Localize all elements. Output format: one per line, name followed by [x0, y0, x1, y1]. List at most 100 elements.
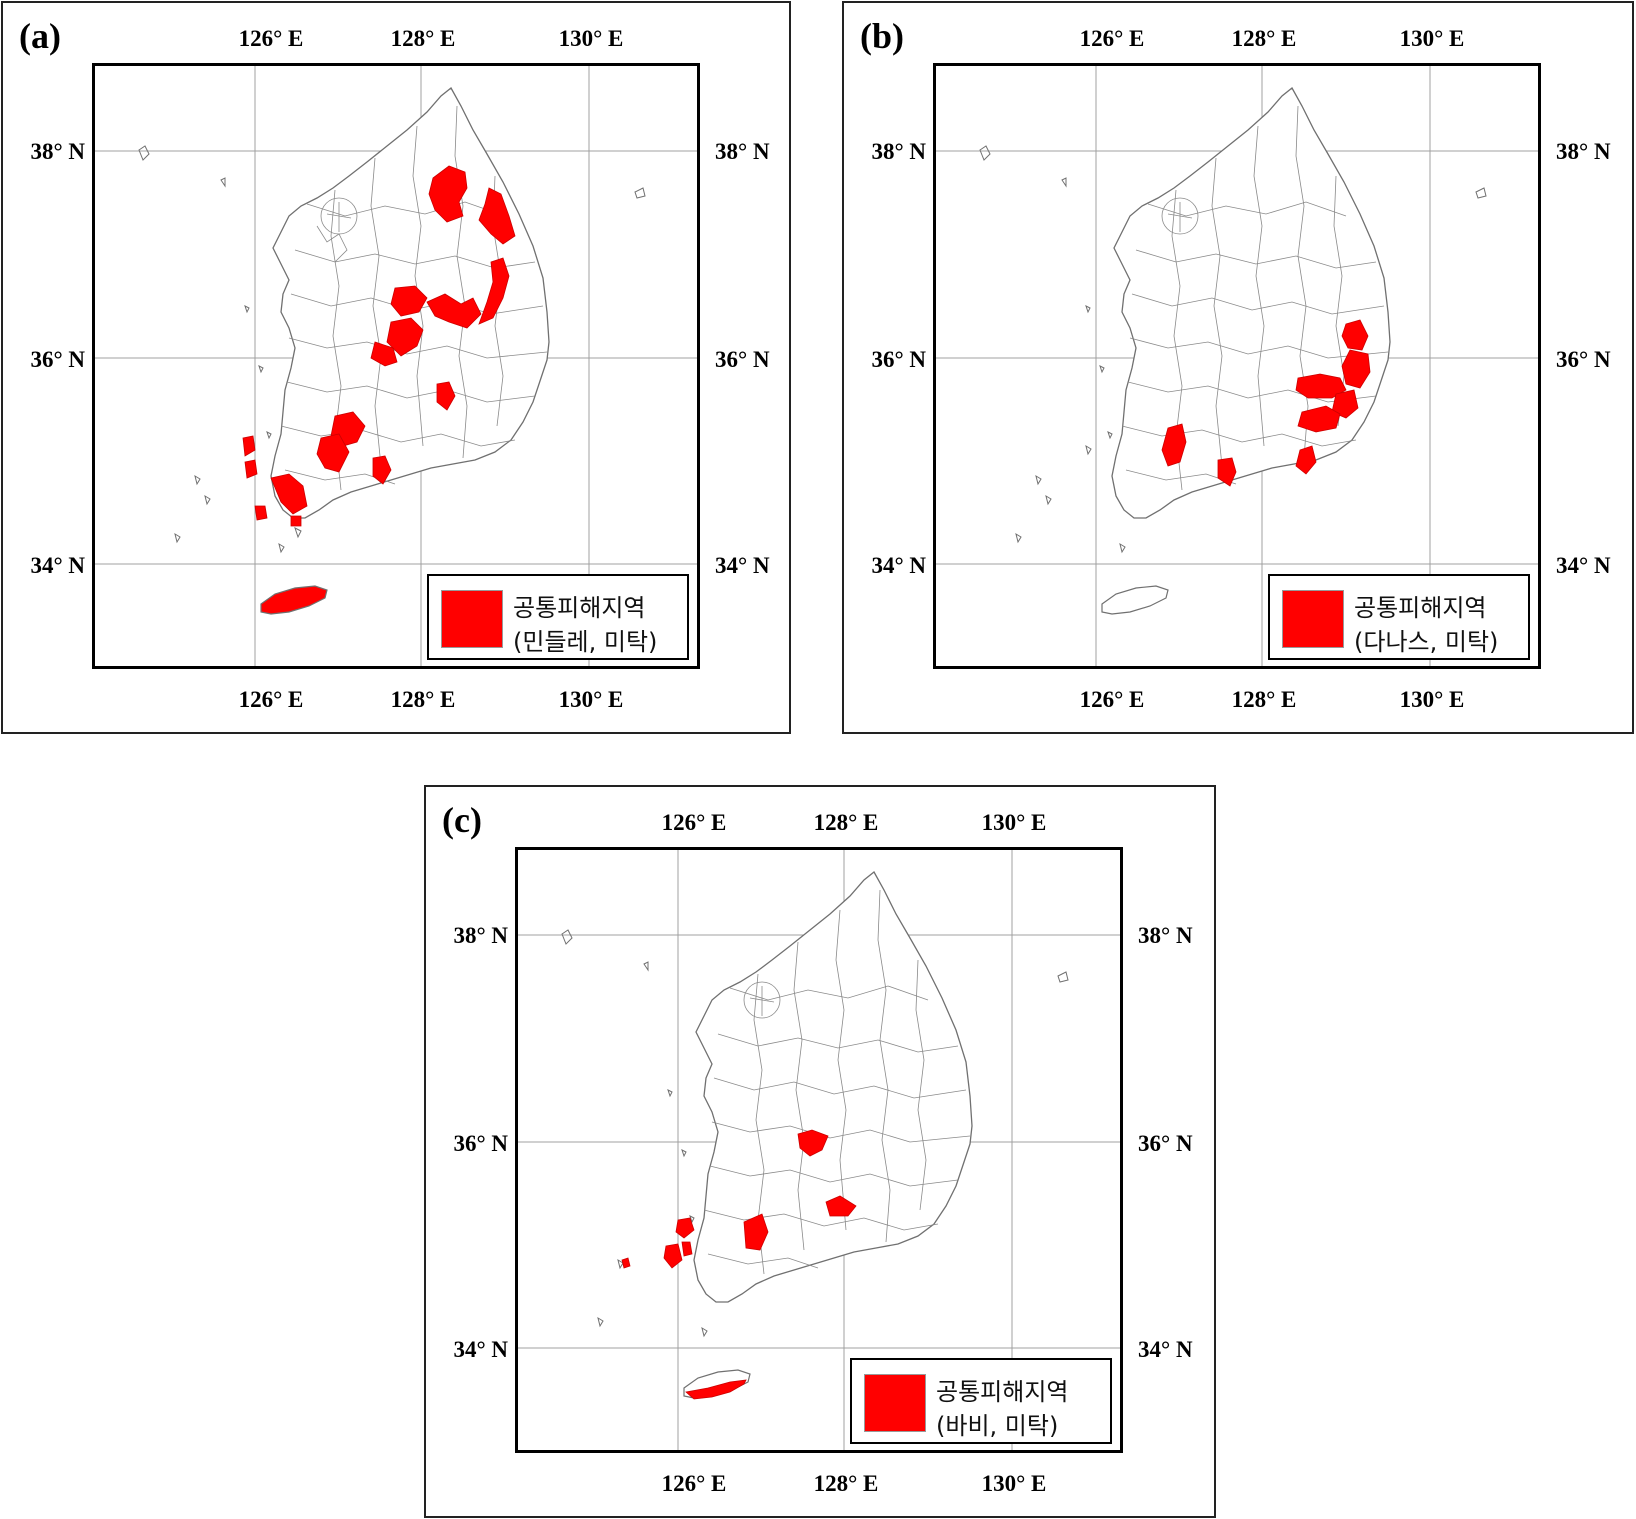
- lon-label-top-128: 128° E: [1231, 26, 1297, 51]
- lat-label-left-38: 38° N: [871, 139, 926, 164]
- coastal-islands: [138, 145, 646, 554]
- region-se-5: [1297, 405, 1341, 433]
- region-se-1: [1341, 319, 1369, 351]
- region-se-4: [1331, 389, 1359, 419]
- lon-label-top-128: 128° E: [813, 810, 879, 835]
- map-frame: [933, 63, 1541, 669]
- region-e-1: [478, 257, 510, 325]
- lon-label-top-130: 130° E: [558, 26, 624, 51]
- region-s-1: [372, 455, 392, 485]
- jeju-south-region: [685, 1379, 747, 1400]
- korea-map-c: [518, 850, 1120, 1450]
- lon-label-bottom-130: 130° E: [1399, 687, 1465, 712]
- region-sw-4: [621, 1257, 631, 1269]
- region-c-3: [386, 317, 424, 357]
- jeju-island: [1101, 585, 1169, 615]
- legend-swatch: [1282, 590, 1344, 648]
- region-sw-5: [244, 459, 258, 479]
- map-frame: [92, 63, 700, 669]
- lat-label-left-36: 36° N: [871, 347, 926, 372]
- region-sw-3: [270, 473, 308, 515]
- lat-label-left-36: 36° N: [30, 347, 85, 372]
- mainland-outline: [693, 871, 973, 1303]
- region-c-2: [426, 293, 482, 329]
- map-legend: 공통피해지역 (민들레, 미탁): [427, 574, 689, 660]
- lat-label-right-36: 36° N: [1556, 347, 1611, 372]
- highlighted-regions: [621, 1129, 857, 1269]
- highlighted-regions: [1161, 319, 1371, 487]
- map-panel-a: (a) 126° E 128° E 130° E 126° E 128° E 1…: [1, 1, 791, 734]
- highlighted-regions: [242, 165, 516, 527]
- region-se-6: [1295, 445, 1317, 475]
- map-legend: 공통피해지역 (바비, 미탁): [850, 1358, 1112, 1444]
- region-sw-3: [681, 1241, 693, 1257]
- legend-subtitle: (민들레, 미탁): [513, 628, 658, 656]
- lat-label-left-38: 38° N: [30, 139, 85, 164]
- coastal-islands: [561, 929, 1069, 1338]
- legend-subtitle: (바비, 미탁): [936, 1412, 1059, 1440]
- jeju-island: [260, 585, 328, 615]
- region-sw-2: [663, 1243, 683, 1269]
- lat-label-left-34: 34° N: [453, 1337, 508, 1362]
- panel-label: (a): [19, 16, 61, 56]
- region-se-1: [825, 1195, 857, 1217]
- region-sw-1: [675, 1217, 695, 1239]
- lat-label-left-34: 34° N: [30, 553, 85, 578]
- lon-label-top-130: 130° E: [981, 810, 1047, 835]
- region-sw-7: [290, 515, 302, 527]
- lon-label-top-126: 126° E: [1079, 26, 1145, 51]
- legend-subtitle: (다나스, 미탁): [1354, 628, 1499, 656]
- map-legend: 공통피해지역 (다나스, 미탁): [1268, 574, 1530, 660]
- lon-label-bottom-130: 130° E: [558, 687, 624, 712]
- region-sc-1: [1161, 423, 1187, 467]
- panel-label: (c): [442, 800, 482, 840]
- lon-label-bottom-128: 128° E: [390, 687, 456, 712]
- lat-label-right-38: 38° N: [1556, 139, 1611, 164]
- lat-label-right-34: 34° N: [1138, 1337, 1193, 1362]
- region-c-1: [390, 285, 428, 317]
- legend-title: 공통피해지역: [513, 594, 646, 622]
- region-c-5: [436, 381, 456, 411]
- korea-map-b: [936, 66, 1538, 666]
- map-panel-c: (c) 126° E 128° E 130° E 126° E 128° E 1…: [424, 785, 1216, 1518]
- lon-label-bottom-130: 130° E: [981, 1471, 1047, 1496]
- map-frame: [515, 847, 1123, 1453]
- lat-label-right-36: 36° N: [715, 347, 770, 372]
- lon-label-top-126: 126° E: [238, 26, 304, 51]
- lon-label-top-130: 130° E: [1399, 26, 1465, 51]
- lon-label-bottom-128: 128° E: [1231, 687, 1297, 712]
- region-sw-2: [316, 433, 350, 473]
- region-sc-1: [743, 1213, 769, 1251]
- lat-label-left-36: 36° N: [453, 1131, 508, 1156]
- lat-label-right-34: 34° N: [1556, 553, 1611, 578]
- lon-label-top-126: 126° E: [661, 810, 727, 835]
- lon-label-bottom-128: 128° E: [813, 1471, 879, 1496]
- lon-label-top-128: 128° E: [390, 26, 456, 51]
- korea-map-a: [95, 66, 697, 666]
- map-panel-b: (b) 126° E 128° E 130° E 126° E 128° E 1…: [842, 1, 1634, 734]
- region-c-4: [370, 341, 398, 367]
- lat-label-right-38: 38° N: [1138, 923, 1193, 948]
- coastal-islands: [979, 145, 1487, 554]
- lat-label-right-34: 34° N: [715, 553, 770, 578]
- panel-label: (b): [860, 16, 904, 56]
- legend-swatch: [864, 1374, 926, 1432]
- region-c-1: [797, 1129, 829, 1157]
- region-sw-6: [254, 505, 268, 521]
- region-se-2: [1341, 349, 1371, 389]
- legend-swatch: [441, 590, 503, 648]
- lon-label-bottom-126: 126° E: [1079, 687, 1145, 712]
- region-s-1: [1217, 457, 1237, 487]
- lat-label-left-34: 34° N: [871, 553, 926, 578]
- lon-label-bottom-126: 126° E: [238, 687, 304, 712]
- lat-label-left-38: 38° N: [453, 923, 508, 948]
- region-ne-2: [478, 187, 516, 245]
- mainland-outline: [1111, 87, 1391, 519]
- legend-title: 공통피해지역: [1354, 594, 1487, 622]
- region-sw-4: [242, 435, 256, 457]
- lon-label-bottom-126: 126° E: [661, 1471, 727, 1496]
- legend-title: 공통피해지역: [936, 1378, 1069, 1406]
- lat-label-right-38: 38° N: [715, 139, 770, 164]
- lat-label-right-36: 36° N: [1138, 1131, 1193, 1156]
- region-ne-1: [428, 165, 468, 223]
